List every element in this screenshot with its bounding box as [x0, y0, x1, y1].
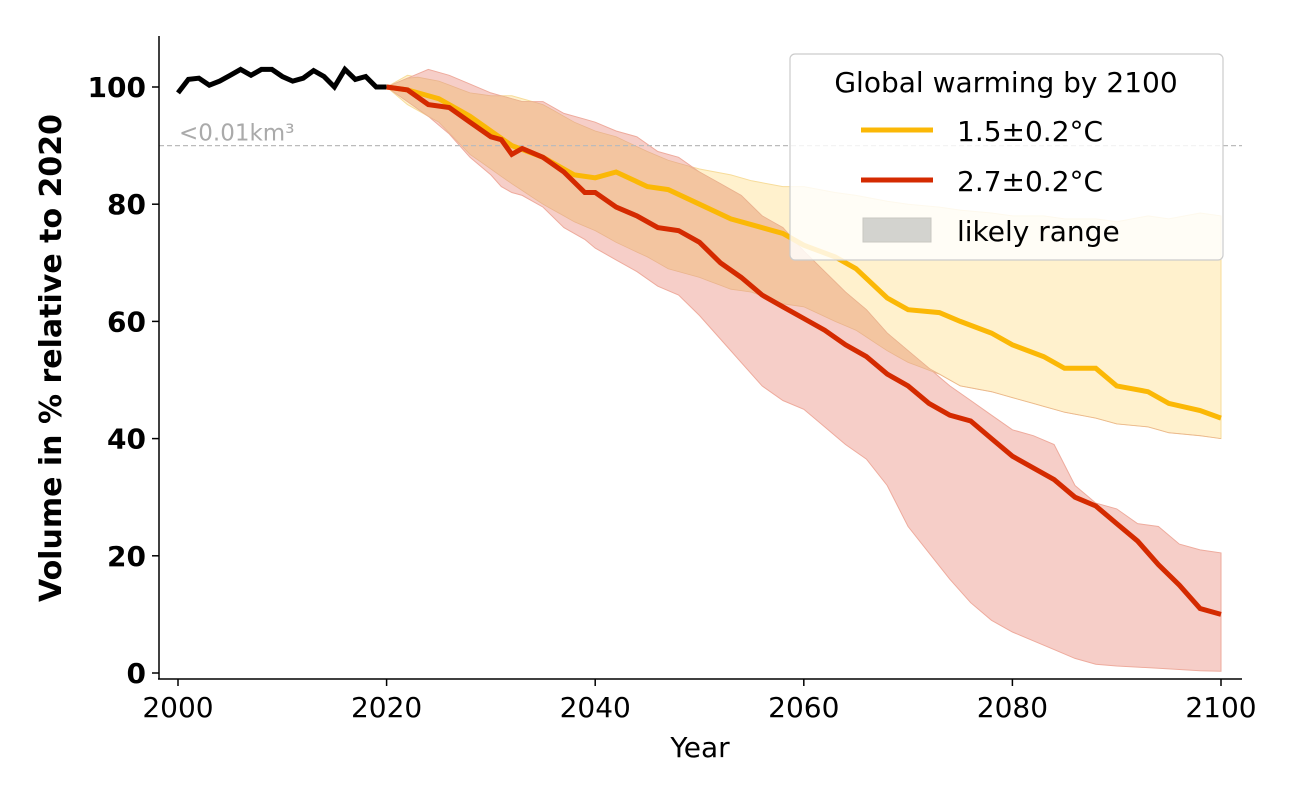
y-tick-label: 0 — [127, 657, 146, 690]
x-tick-label: 2040 — [560, 691, 631, 724]
x-tick-label: 2080 — [977, 691, 1048, 724]
x-axis-ticks: 2000 2020 2040 2060 2080 2100 — [142, 679, 1257, 724]
series-line-historical — [176, 65, 387, 95]
y-tick-label: 40 — [107, 423, 146, 456]
y-tick-label: 100 — [88, 71, 146, 104]
reference-line-label: <0.01km³ — [179, 121, 294, 147]
series-line-2p7 — [386, 84, 1222, 617]
legend: Global warming by 2100 1.5±0.2°C 2.7±0.2… — [789, 53, 1224, 261]
x-tick-label: 2100 — [1185, 691, 1256, 724]
x-tick-label: 2020 — [351, 691, 422, 724]
y-axis-label: Volume in % relative to 2020 — [34, 114, 69, 602]
legend-label-likely-range: likely range — [957, 215, 1120, 248]
legend-label-1p5: 1.5±0.2°C — [957, 115, 1103, 148]
legend-box — [789, 53, 1224, 261]
x-axis-label: Year — [669, 731, 730, 764]
x-tick-label: 2060 — [768, 691, 839, 724]
y-tick-label: 80 — [107, 188, 146, 221]
y-tick-label: 60 — [107, 305, 146, 338]
y-axis-ticks: 0 20 40 60 80 100 — [88, 71, 159, 690]
x-tick-label: 2000 — [142, 691, 213, 724]
legend-label-2p7: 2.7±0.2°C — [957, 165, 1103, 198]
y-tick-label: 20 — [107, 540, 146, 573]
legend-swatch-likely-range — [862, 217, 932, 243]
legend-title: Global warming by 2100 — [834, 66, 1177, 99]
